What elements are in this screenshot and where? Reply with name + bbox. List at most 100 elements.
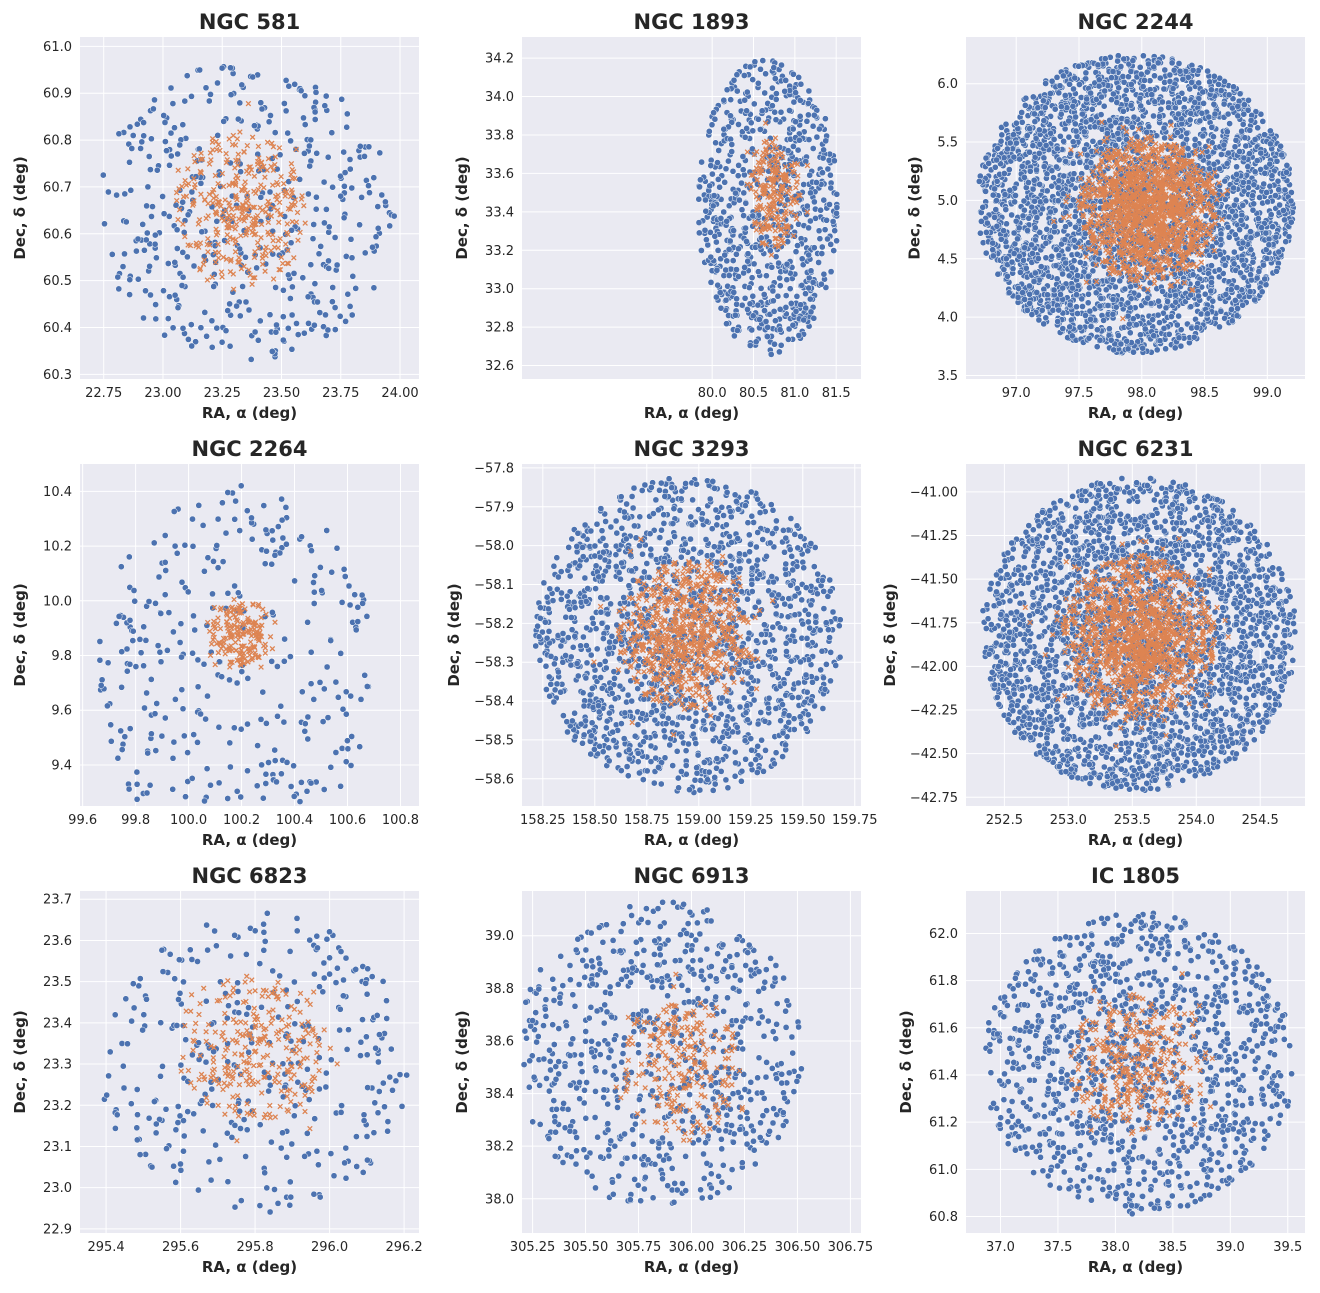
field-point — [728, 148, 736, 155]
y-tick-label: 33.0 — [485, 282, 514, 297]
field-point — [1057, 132, 1064, 140]
field-point — [1054, 197, 1062, 205]
field-point — [1196, 117, 1204, 125]
field-point — [1051, 223, 1059, 230]
field-point — [1246, 150, 1253, 157]
field-point — [759, 57, 767, 64]
field-point — [1221, 177, 1229, 185]
field-point — [1231, 143, 1239, 151]
field-point — [803, 117, 811, 125]
field-point — [311, 280, 319, 288]
field-point — [1006, 186, 1014, 194]
field-point — [1014, 294, 1022, 301]
field-point — [245, 306, 253, 314]
field-point — [1069, 102, 1077, 110]
field-point — [772, 317, 779, 325]
field-point — [134, 235, 142, 243]
y-tick-label: 32.8 — [485, 321, 514, 336]
field-point — [1217, 230, 1225, 238]
field-point — [728, 141, 736, 148]
field-point — [1024, 227, 1031, 234]
field-point — [236, 245, 244, 253]
cluster-point — [276, 145, 283, 151]
field-point — [185, 336, 192, 343]
field-point — [344, 290, 352, 298]
cluster-point — [226, 212, 232, 219]
field-point — [1010, 250, 1018, 257]
cluster-point — [205, 249, 211, 255]
field-point — [1042, 142, 1050, 149]
field-point — [733, 295, 740, 303]
field-point — [1259, 118, 1267, 125]
field-point — [203, 332, 210, 340]
field-point — [1070, 170, 1078, 178]
field-point — [1005, 289, 1013, 297]
field-point — [815, 227, 823, 235]
chart-title: NGC 1893 — [634, 10, 750, 34]
x-tick-label: 98.5 — [1190, 386, 1219, 401]
field-point — [1160, 124, 1168, 132]
field-point — [782, 304, 790, 311]
field-point — [1287, 197, 1295, 205]
field-point — [1117, 340, 1125, 348]
cluster-point — [246, 267, 252, 273]
field-point — [818, 250, 826, 257]
field-point — [710, 192, 718, 199]
field-point — [769, 287, 777, 295]
field-point — [1234, 103, 1242, 110]
field-point — [743, 125, 750, 132]
field-point — [1224, 110, 1232, 118]
cluster-point — [278, 254, 285, 261]
field-point — [370, 174, 378, 182]
field-point — [1109, 276, 1117, 284]
field-point — [723, 86, 731, 94]
field-point — [322, 332, 330, 339]
field-point — [322, 92, 330, 100]
field-point — [1055, 252, 1063, 259]
field-point — [301, 92, 309, 100]
y-tick-label: 6.0 — [937, 77, 958, 92]
field-point — [281, 100, 288, 107]
field-point — [771, 340, 778, 348]
field-point — [1157, 105, 1165, 113]
field-point — [749, 76, 757, 83]
field-point — [142, 287, 149, 295]
field-point — [1165, 104, 1172, 111]
cluster-point — [201, 257, 208, 263]
field-point — [197, 324, 205, 332]
field-point — [113, 191, 120, 199]
field-point — [730, 227, 737, 234]
field-point — [782, 292, 790, 299]
field-point — [1076, 259, 1084, 266]
field-point — [343, 123, 351, 131]
series-cluster-members — [173, 100, 308, 292]
field-point — [179, 249, 187, 256]
cluster-point — [215, 141, 222, 148]
field-point — [1000, 170, 1008, 177]
field-point — [164, 315, 172, 322]
field-point — [1211, 110, 1219, 118]
field-point — [1034, 104, 1042, 112]
y-tick-label: 60.4 — [43, 321, 72, 336]
field-point — [1199, 132, 1207, 140]
cluster-point — [258, 182, 264, 188]
field-point — [1141, 77, 1148, 84]
field-point — [705, 128, 713, 135]
field-point — [1083, 151, 1091, 159]
field-point — [1177, 342, 1185, 350]
field-point — [239, 283, 246, 290]
cluster-point — [270, 204, 277, 211]
field-point — [1052, 262, 1060, 269]
field-point — [122, 218, 130, 226]
field-point — [1037, 198, 1044, 206]
field-point — [1069, 138, 1077, 146]
field-point — [1223, 128, 1231, 136]
field-point — [1160, 325, 1168, 332]
field-point — [1156, 113, 1163, 120]
field-point — [1055, 156, 1063, 164]
field-point — [160, 210, 168, 218]
field-point — [280, 286, 287, 294]
cluster-point — [208, 157, 214, 163]
field-point — [1281, 186, 1289, 194]
field-point — [1056, 82, 1064, 90]
